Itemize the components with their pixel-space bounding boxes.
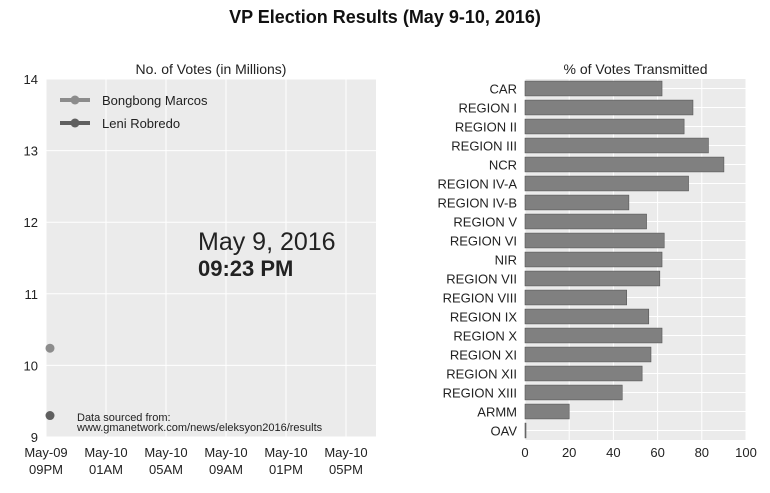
- transmitted-category-label: REGION VI: [450, 234, 517, 249]
- legend-label: Bongbong Marcos: [102, 93, 208, 108]
- chart-main-title: VP Election Results (May 9-10, 2016): [229, 7, 541, 27]
- transmitted-bar: [524, 156, 725, 173]
- votes-y-tick-label: 13: [24, 144, 38, 159]
- transmitted-x-tick-label: 40: [606, 445, 620, 460]
- transmitted-category-label: ARMM: [477, 405, 517, 420]
- transmitted-bar: [524, 118, 685, 135]
- transmitted-bar: [524, 99, 694, 116]
- transmitted-category-label: OAV: [491, 424, 518, 439]
- votes-x-tick-label: 09AM: [209, 462, 243, 477]
- transmitted-category-label: REGION XIII: [443, 386, 517, 401]
- transmitted-bar: [524, 327, 663, 344]
- transmitted-category-label: REGION VIII: [443, 291, 517, 306]
- transmitted-bar: [524, 422, 527, 439]
- transmitted-bar: [524, 213, 647, 230]
- votes-chart-title: No. of Votes (in Millions): [136, 61, 287, 77]
- transmitted-x-tick-label: 80: [695, 445, 709, 460]
- votes-x-tick-label: 01AM: [89, 462, 123, 477]
- legend-label: Leni Robredo: [102, 116, 180, 131]
- votes-legend: Bongbong Marcos Leni Robredo: [60, 93, 208, 131]
- source-label: Data sourced from:: [77, 412, 171, 424]
- transmitted-category-label: REGION II: [455, 120, 517, 135]
- transmitted-bar: [524, 194, 630, 211]
- votes-grid: [45, 78, 376, 438]
- transmitted-bar: [524, 289, 627, 306]
- transmitted-bar: [524, 175, 689, 192]
- votes-x-tick-label: May-10: [84, 445, 127, 460]
- votes-x-tick-label: May-10: [264, 445, 307, 460]
- transmitted-x-tick-label: 100: [735, 445, 757, 460]
- votes-x-tick-label: 05PM: [329, 462, 363, 477]
- transmitted-category-label: REGION III: [451, 139, 517, 154]
- transmitted-category-label: REGION I: [458, 101, 517, 116]
- transmitted-bar: [524, 384, 623, 401]
- votes-x-tick-label: May-10: [144, 445, 187, 460]
- transmitted-bar: [524, 365, 643, 382]
- legend-marker: [70, 95, 80, 105]
- votes-x-axis: May-09 09PM May-10 01AM May-10 05AM May-10 09AM…: [24, 445, 367, 477]
- transmitted-bar: [524, 308, 650, 325]
- transmitted-category-label: REGION XI: [450, 348, 517, 363]
- votes-y-tick-label: 9: [31, 430, 38, 445]
- transmitted-x-axis: 0 20 40 60 80 100: [521, 445, 756, 460]
- votes-chart: No. of Votes (in Millions) 9 10 11 12 13 14 M…: [24, 61, 376, 477]
- transmitted-bar: [524, 232, 665, 249]
- transmitted-category-label: REGION X: [453, 329, 517, 344]
- votes-plot-area: [46, 79, 376, 437]
- transmitted-bar: [524, 80, 663, 97]
- votes-points: [45, 343, 55, 421]
- votes-x-tick-label: 01PM: [269, 462, 303, 477]
- transmitted-chart: % of Votes Transmitted CAR REGION I REGION…: [438, 61, 757, 460]
- votes-x-tick-label: May-10: [324, 445, 367, 460]
- source-url: www.gmanetwork.com/news/eleksyon2016/res…: [76, 422, 323, 434]
- transmitted-bar: [524, 137, 709, 154]
- votes-x-tick-label: May-10: [204, 445, 247, 460]
- transmitted-bar: [524, 270, 661, 287]
- transmitted-bars: [524, 80, 725, 439]
- transmitted-bar: [524, 346, 652, 363]
- transmitted-category-label: CAR: [490, 82, 517, 97]
- votes-y-tick-label: 14: [24, 72, 38, 87]
- votes-y-axis: 9 10 11 12 13 14: [24, 72, 38, 445]
- transmitted-bar: [524, 251, 663, 268]
- transmitted-x-tick-label: 60: [650, 445, 664, 460]
- transmitted-chart-title: % of Votes Transmitted: [564, 61, 708, 77]
- transmitted-category-label: REGION XII: [446, 367, 517, 382]
- transmitted-category-label: NCR: [489, 158, 517, 173]
- transmitted-x-tick-label: 20: [562, 445, 576, 460]
- transmitted-category-label: REGION IX: [450, 310, 518, 325]
- timestamp-date: May 9, 2016: [198, 228, 336, 256]
- votes-y-tick-label: 12: [24, 215, 38, 230]
- transmitted-y-axis: CAR REGION I REGION II REGION III NCR REGION …: [438, 82, 518, 439]
- votes-x-tick-label: 05AM: [149, 462, 183, 477]
- transmitted-bar: [524, 403, 570, 420]
- transmitted-category-label: REGION IV-A: [438, 177, 518, 192]
- transmitted-x-tick-label: 0: [521, 445, 528, 460]
- transmitted-category-label: NIR: [495, 253, 517, 268]
- transmitted-category-label: REGION V: [453, 215, 517, 230]
- transmitted-category-label: REGION VII: [446, 272, 517, 287]
- timestamp-time: 09:23 PM: [198, 256, 293, 281]
- transmitted-category-label: REGION IV-B: [438, 196, 517, 211]
- votes-x-tick-label: 09PM: [29, 462, 63, 477]
- votes-data-point: [45, 411, 55, 421]
- votes-x-tick-label: May-09: [24, 445, 67, 460]
- votes-data-point: [45, 343, 55, 353]
- votes-y-tick-label: 11: [25, 287, 39, 302]
- legend-marker: [70, 118, 80, 128]
- votes-y-tick-label: 10: [24, 358, 38, 373]
